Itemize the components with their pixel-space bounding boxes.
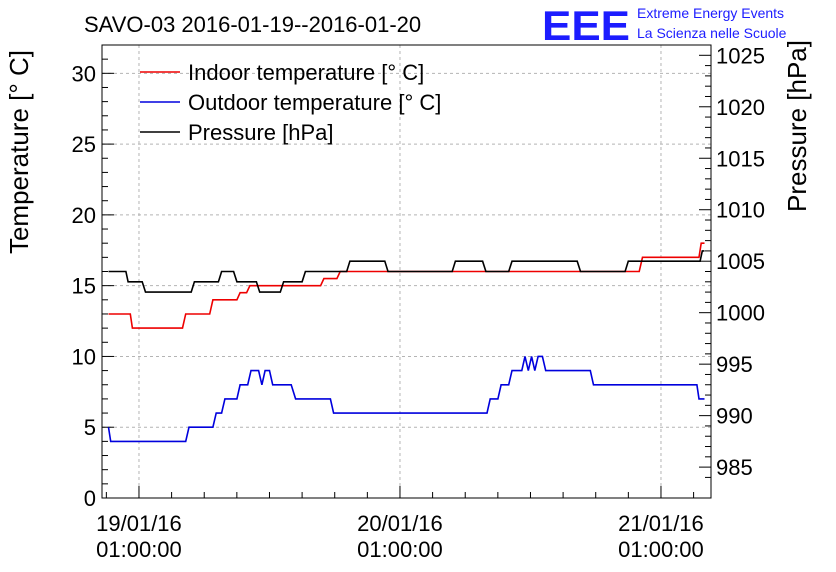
tick-label-right: 1025	[716, 43, 765, 68]
tick-label-left: 20	[72, 203, 96, 228]
series-line-indoor	[108, 242, 705, 329]
tick-label-left: 25	[72, 132, 96, 157]
tick-label-right: 1010	[716, 198, 765, 223]
tick-label-x-date: 20/01/16	[357, 511, 443, 536]
legend-label-pressure: Pressure [hPa]	[188, 120, 334, 145]
tick-label-right: 1005	[716, 249, 765, 274]
tick-label-x-time: 01:00:00	[357, 537, 443, 562]
tick-label-x-time: 01:00:00	[96, 537, 182, 562]
tick-label-right: 995	[716, 352, 753, 377]
y-axis-left: 0 5 10 15 20 25 30	[72, 44, 114, 511]
series-line-pressure	[108, 250, 705, 293]
tick-label-left: 30	[72, 61, 96, 86]
tick-label-left: 0	[84, 486, 96, 511]
eee-logo: EEE	[542, 2, 630, 49]
series-line-outdoor	[107, 355, 705, 443]
legend-label-outdoor: Outdoor temperature [° C]	[188, 90, 441, 115]
tick-label-right: 1000	[716, 301, 765, 326]
tick-label-x-time: 01:00:00	[618, 537, 704, 562]
legend-label-indoor: Indoor temperature [° C]	[188, 60, 424, 85]
tick-label-x-date: 19/01/16	[96, 511, 182, 536]
legend: Indoor temperature [° C] Outdoor temperat…	[140, 60, 441, 145]
y-axis-right-label: Pressure [hPa]	[782, 40, 812, 212]
y-axis-left-label: Temperature [° C]	[4, 50, 34, 254]
chart-title: SAVO-03 2016-01-19--2016-01-20	[84, 12, 421, 37]
tick-label-left: 5	[84, 415, 96, 440]
logo-caption-line2: La Scienza nelle Scuole	[637, 25, 787, 41]
series-group	[107, 242, 705, 443]
tick-label-x-date: 21/01/16	[618, 511, 704, 536]
tick-label-left: 10	[72, 344, 96, 369]
logo-caption-line1: Extreme Energy Events	[637, 5, 784, 21]
y-axis-right: 985 990 995 1000 1005 1010 1015 1020 1025	[699, 43, 765, 480]
tick-label-right: 985	[716, 455, 753, 480]
tick-label-right: 1020	[716, 95, 765, 120]
tick-label-right: 1015	[716, 146, 765, 171]
x-axis: 19/01/1601:00:0020/01/1601:00:0021/01/16…	[96, 486, 704, 562]
tick-label-left: 15	[72, 274, 96, 299]
tick-label-right: 990	[716, 404, 753, 429]
